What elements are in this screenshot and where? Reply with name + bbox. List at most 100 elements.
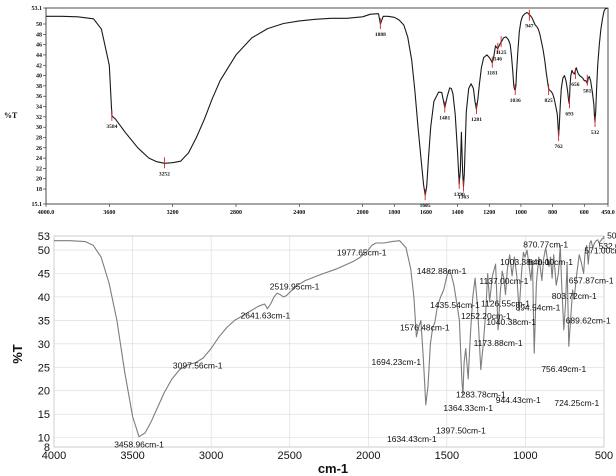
bottom-y-tick-label: 35 xyxy=(38,315,50,327)
top-x-tick-label: 1000 xyxy=(515,210,527,216)
bottom-x-tick-label: 500 xyxy=(595,450,613,462)
bottom-peak-label: 944.43cm-1 xyxy=(496,395,541,405)
top-ir-spectrum: %T cm-1 15.11820222426283032343638404244… xyxy=(4,6,615,216)
bottom-peak-label: 1397.50cm-1 xyxy=(436,425,486,435)
top-x-tick-label: 1600 xyxy=(420,210,432,216)
bottom-peak-label: 1364.33cm-1 xyxy=(443,403,493,413)
bottom-peak-label: 1634.43cm-1 xyxy=(387,434,437,444)
top-y-tick-label: 40 xyxy=(36,74,42,80)
top-y-tick-label: 38 xyxy=(36,84,42,90)
bottom-peak-label: 1283.78cm-1 xyxy=(456,390,506,400)
bottom-x-tick-label: 1000 xyxy=(513,450,537,462)
bottom-peak-label: 1977.65cm-1 xyxy=(337,247,387,257)
bottom-y-tick-label: 15 xyxy=(38,409,50,421)
top-x-tick-label: 1400 xyxy=(452,210,464,216)
top-y-tick-label: 50 xyxy=(36,22,42,28)
top-x-tick-label: 2800 xyxy=(230,210,242,216)
top-peak-label: 947 xyxy=(525,24,534,30)
bottom-y-tick-label: 8 xyxy=(44,442,50,454)
bottom-peak-label: 532.05cm-1 xyxy=(599,241,616,251)
bottom-peak-label: 1252.20cm-1 xyxy=(461,311,511,321)
bottom-y-tick-label: 10 xyxy=(38,433,50,445)
top-y-tick-label: 30 xyxy=(36,125,42,131)
bottom-peak-label: 1126.55cm-1 xyxy=(481,299,530,309)
bottom-y-tick-label: 30 xyxy=(38,339,50,351)
bottom-peak-label: 2519.95cm-1 xyxy=(270,282,320,292)
bottom-peak-label: 3097.56cm-1 xyxy=(173,361,223,371)
bottom-x-tick-label: 2500 xyxy=(277,450,301,462)
bottom-peak-label: 1173.88cm-1 xyxy=(474,338,523,348)
top-x-tick-label: 2400 xyxy=(293,210,305,216)
bottom-y-tick-label: 20 xyxy=(38,386,50,398)
top-peak-label: 3252 xyxy=(159,171,170,177)
top-peak-label: 146 xyxy=(494,57,503,63)
bottom-peak-label: 3458.96cm-1 xyxy=(114,440,164,450)
bottom-peak-label: 657.87cm-1 xyxy=(569,276,614,286)
bottom-x-tick-label: 2000 xyxy=(356,450,380,462)
top-y-axis-label: %T xyxy=(4,111,18,120)
top-y-tick-label: 42 xyxy=(36,63,42,69)
top-peak-label: 1605 xyxy=(420,203,431,209)
top-peak-label: 656 xyxy=(571,82,580,88)
bottom-peak-label: 1482.88cm-1 xyxy=(417,266,467,276)
top-y-tick-label: 20 xyxy=(36,177,42,183)
top-peak-label: 3584 xyxy=(106,124,117,130)
bottom-peak-label: 1435.54cm-1 xyxy=(430,300,480,310)
bottom-x-axis-label: cm-1 xyxy=(318,461,348,476)
bottom-peak-label: 756.49cm-1 xyxy=(541,364,586,374)
top-y-tick-label: 48 xyxy=(36,32,42,38)
top-plot-frame xyxy=(45,7,609,205)
top-peak-label: 1281 xyxy=(471,117,482,123)
top-y-tick-label: 22 xyxy=(36,166,42,172)
bottom-x-tick-label: 1500 xyxy=(435,450,459,462)
top-y-tick-label: 28 xyxy=(36,135,42,141)
top-y-tick-label: 24 xyxy=(36,156,42,162)
bottom-ir-spectrum: %T cm-1 810 15 20 25 30 35 40 45 50 53 4000 3500 300… xyxy=(10,230,616,476)
bottom-y-tick-label: 25 xyxy=(38,362,50,374)
bottom-peak-label: 1003.38cm-1 xyxy=(500,257,550,267)
bottom-peak-label: 689.62cm-1 xyxy=(566,315,611,325)
top-y-tick-label: 36 xyxy=(36,94,42,100)
bottom-peak-label: 724.25cm-1 xyxy=(554,398,599,408)
top-x-tick-label: 3600 xyxy=(103,210,115,216)
bottom-peak-label: 1137.00cm-1 xyxy=(479,276,528,286)
bottom-peak-label: 502.89cm-1 xyxy=(607,230,616,240)
top-peak-label: 532 xyxy=(591,130,600,136)
top-x-tick-label: 3200 xyxy=(167,210,179,216)
bottom-peak-label: 1576.48cm-1 xyxy=(400,323,450,333)
bottom-peak-label: 2641.63cm-1 xyxy=(241,311,291,321)
top-peak-label: 581 xyxy=(583,89,592,95)
bottom-peak-label: 1694.23cm-1 xyxy=(372,357,422,367)
top-y-tick-label: 53.1 xyxy=(32,6,43,12)
top-peak-label: 1036 xyxy=(510,98,521,104)
bottom-peak-label: 840.00cm-1 xyxy=(528,257,573,267)
top-peak-label: 693 xyxy=(565,111,574,117)
bottom-y-tick-label: 50 xyxy=(38,245,50,257)
bottom-y-tick-label: 45 xyxy=(38,269,50,281)
top-peak-label: 1481 xyxy=(439,116,450,122)
top-peak-label: 1390 xyxy=(454,192,465,198)
top-y-tick-label: 18 xyxy=(36,187,42,193)
bottom-y-tick-label: 40 xyxy=(38,292,50,304)
bottom-peak-label: 870.77cm-1 xyxy=(523,240,568,250)
bottom-peak-label: 803.72cm-1 xyxy=(552,291,597,301)
top-peak-label: 762 xyxy=(554,144,563,150)
bottom-peak-label: 1040.38cm-1 xyxy=(486,317,536,327)
top-x-tick-label: 1800 xyxy=(388,210,400,216)
top-peak-label: 1181 xyxy=(487,71,498,77)
bottom-y-axis-label: %T xyxy=(10,344,25,364)
top-y-tick-label: 46 xyxy=(36,43,42,49)
bottom-x-tick-label: 4000 xyxy=(42,450,66,462)
top-peak-label: 825 xyxy=(545,98,554,104)
top-y-tick-label: 44 xyxy=(36,53,42,59)
top-spectrum-line xyxy=(46,7,608,196)
top-x-tick-label: 4000.0 xyxy=(38,210,55,216)
top-y-tick-label: 32 xyxy=(36,115,42,121)
bottom-x-tick-label: 3000 xyxy=(199,450,223,462)
bottom-peak-label: 571.00cm-1 xyxy=(584,246,616,256)
bottom-x-tick-label: 3500 xyxy=(120,450,144,462)
top-x-tick-label: 450.0 xyxy=(601,210,615,216)
top-x-tick-label: 2000 xyxy=(357,210,369,216)
top-peak-label: 1363 xyxy=(458,194,469,200)
